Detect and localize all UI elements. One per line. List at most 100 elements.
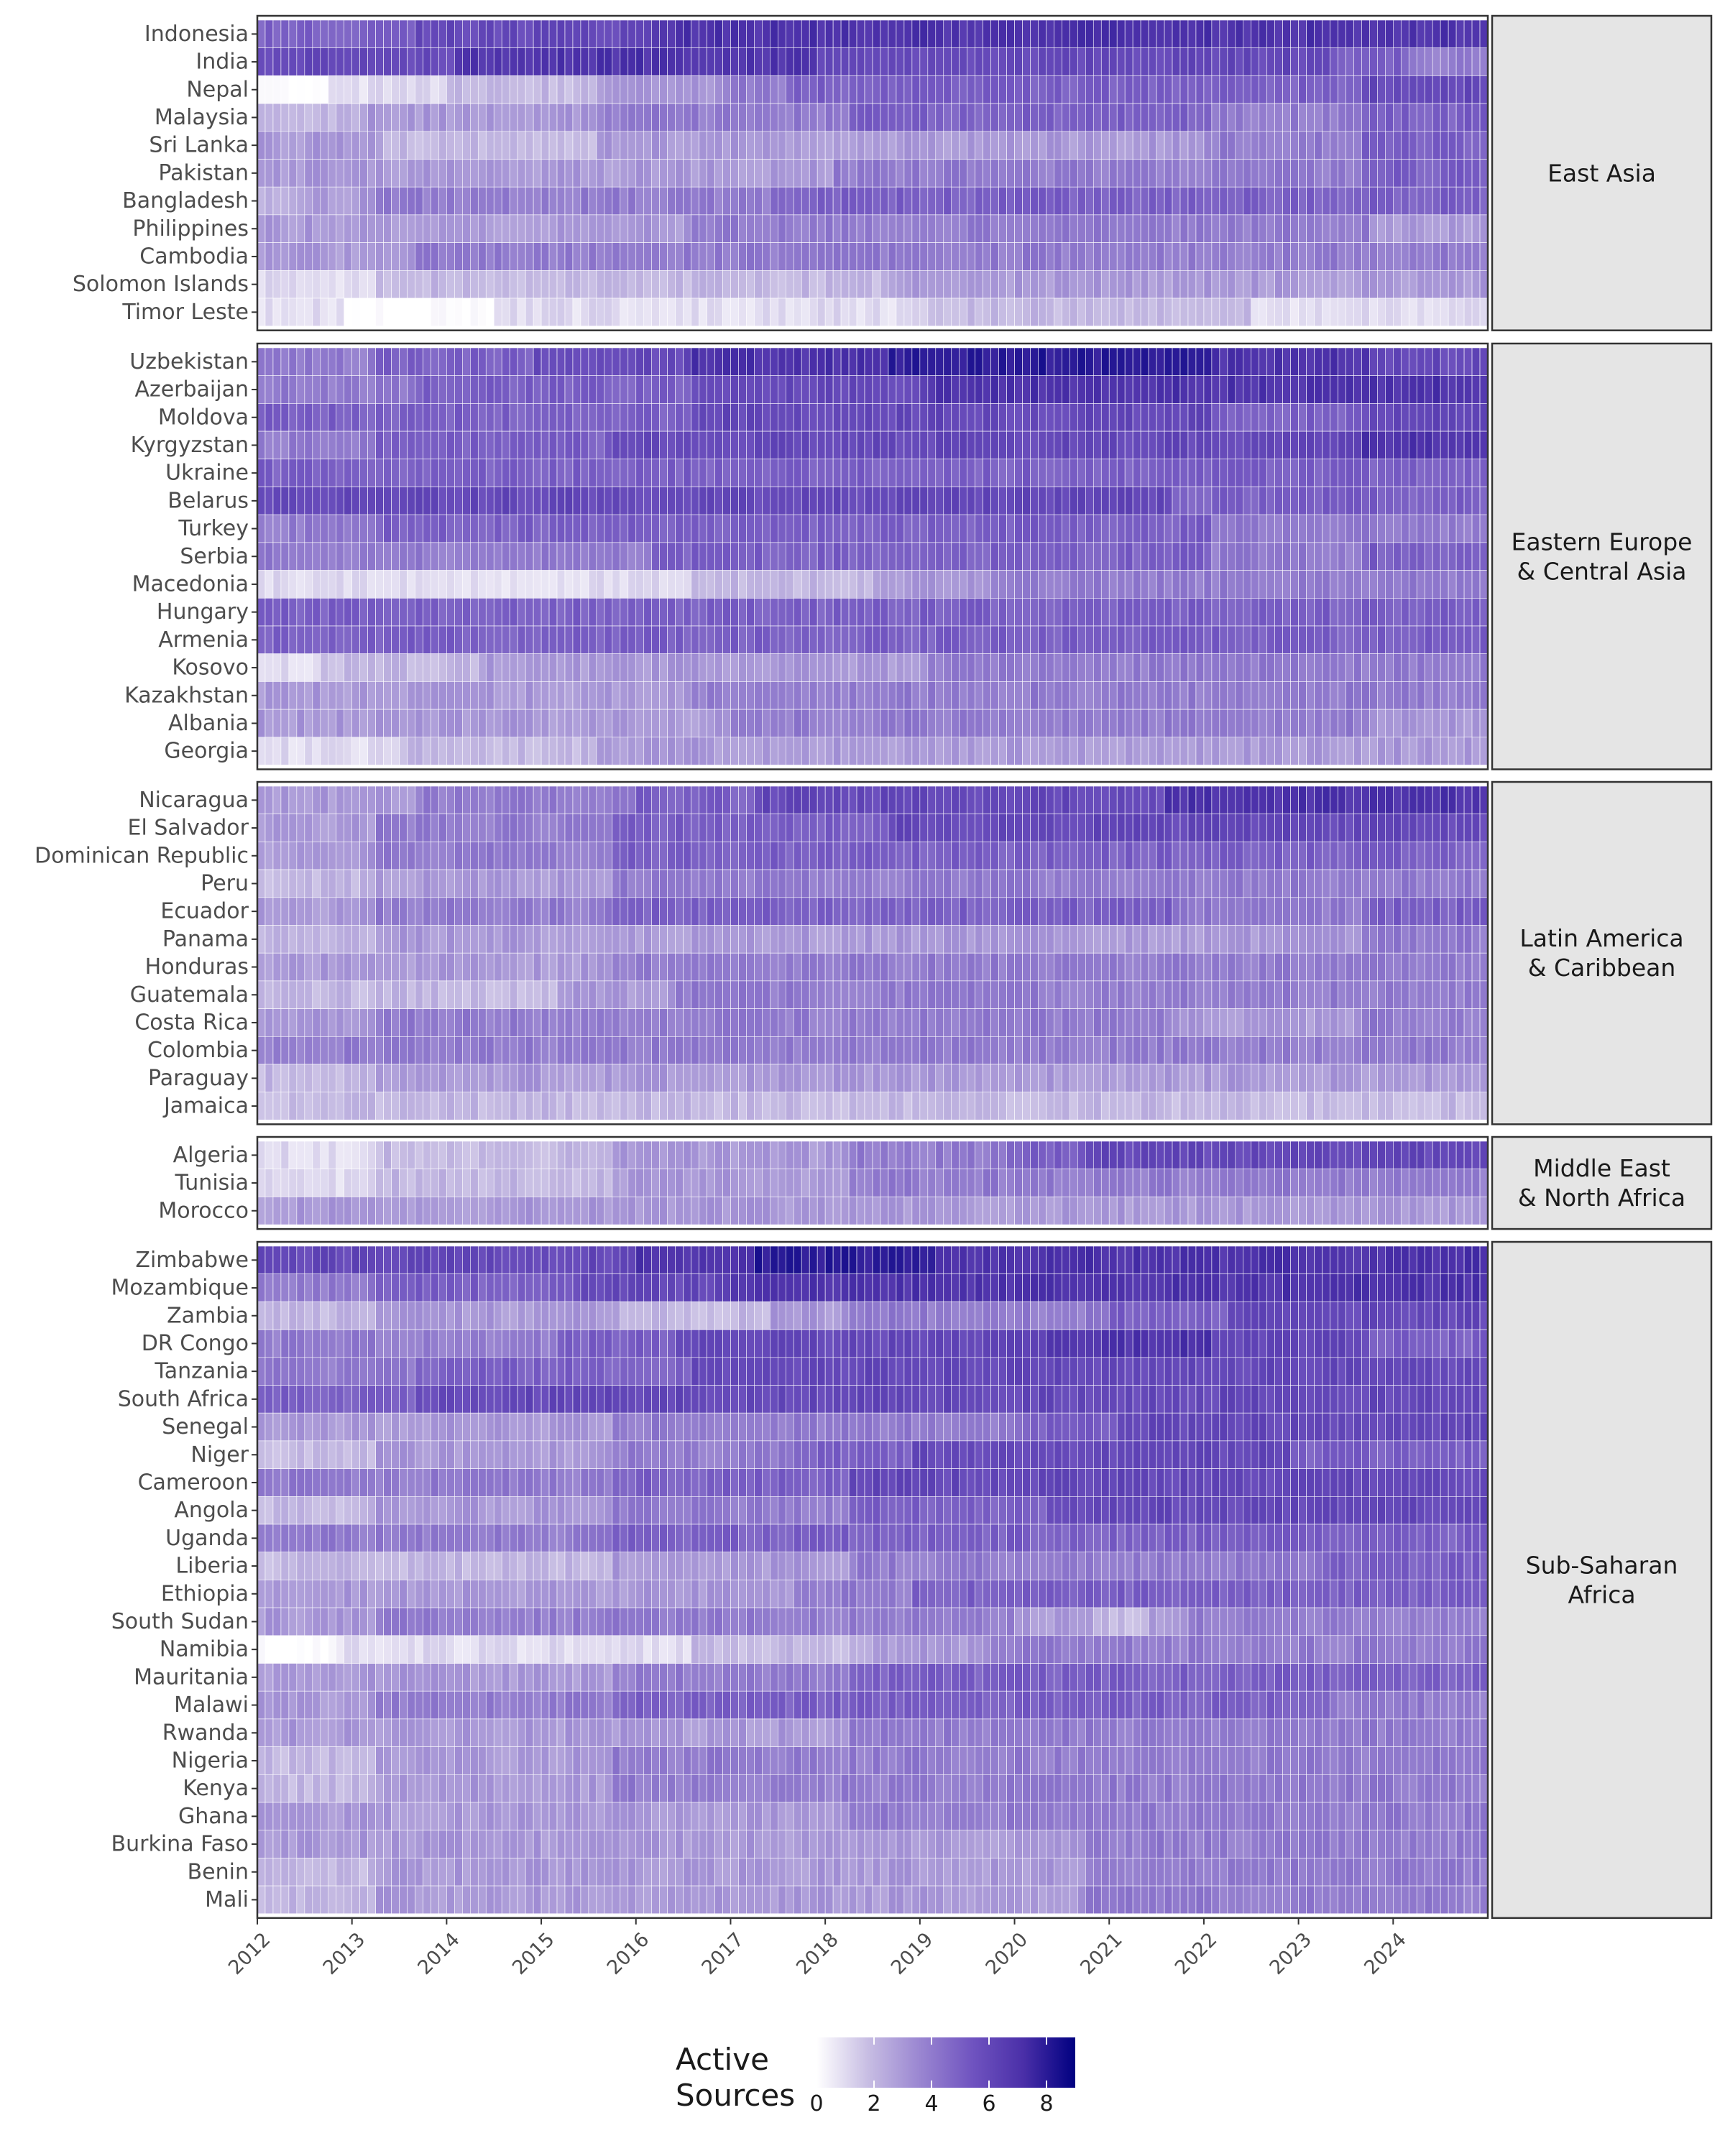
heatmap-cell <box>1156 869 1165 898</box>
heatmap-cell <box>1092 459 1102 487</box>
heatmap-cell <box>1353 709 1362 738</box>
heatmap-cell <box>280 786 290 815</box>
heatmap-cell <box>415 897 423 926</box>
heatmap-cell <box>1338 681 1346 710</box>
heatmap-cell <box>1400 347 1409 377</box>
heatmap-cell <box>415 75 423 104</box>
heatmap-cell <box>627 375 637 404</box>
heatmap-cell <box>1164 75 1173 104</box>
heatmap-cell <box>793 430 802 460</box>
heatmap-cell <box>485 681 494 710</box>
heatmap-cell <box>1227 542 1236 571</box>
heatmap-cell <box>1227 159 1236 188</box>
heatmap-cell <box>1038 214 1046 243</box>
heatmap-cell <box>730 514 739 543</box>
heatmap-cell <box>1455 514 1465 543</box>
heatmap-cell <box>643 925 653 954</box>
heatmap-cell <box>778 430 786 460</box>
heatmap-cell <box>604 131 613 160</box>
heatmap-cell <box>864 214 873 243</box>
heatmap-cell <box>1393 131 1402 160</box>
heatmap-cell <box>738 814 747 842</box>
heatmap-cell <box>517 570 526 599</box>
heatmap-cell <box>998 514 1007 543</box>
heatmap-cell <box>801 653 810 682</box>
heatmap-cell <box>1179 514 1189 543</box>
heatmap-cell <box>572 103 581 132</box>
heatmap-cell <box>1346 298 1354 327</box>
heatmap-cell <box>620 653 629 682</box>
heatmap-cell <box>1124 709 1133 738</box>
heatmap-cell <box>856 298 865 327</box>
heatmap-cell <box>312 403 321 432</box>
heatmap-cell <box>367 403 376 432</box>
heatmap-cell <box>1400 131 1409 160</box>
heatmap-cell <box>1148 186 1157 216</box>
heatmap-cell <box>935 214 944 243</box>
heatmap-cell <box>1179 347 1189 377</box>
heatmap-cell <box>604 75 613 104</box>
heatmap-cell <box>1054 298 1062 327</box>
heatmap-cell <box>328 814 337 842</box>
heatmap-cell <box>407 242 415 271</box>
heatmap-cell <box>1298 47 1307 76</box>
heatmap-cell <box>998 625 1007 655</box>
heatmap-cell <box>1085 103 1094 132</box>
heatmap-cell <box>896 430 905 460</box>
heatmap-cell <box>707 709 715 738</box>
heatmap-cell <box>683 925 691 954</box>
heatmap-cell <box>1290 159 1299 188</box>
heatmap-cell <box>1251 403 1260 432</box>
heatmap-cell <box>1211 19 1220 49</box>
heatmap-cell <box>1306 514 1315 543</box>
heatmap-cell <box>1235 159 1244 188</box>
heatmap-cell <box>1179 103 1189 132</box>
heatmap-cell <box>1211 47 1220 76</box>
heatmap-cell <box>1448 375 1457 404</box>
heatmap-cell <box>1100 869 1110 898</box>
heatmap-cell <box>714 347 723 377</box>
heatmap-cell <box>1187 542 1197 571</box>
heatmap-cell <box>635 514 645 543</box>
heatmap-cell <box>375 681 384 710</box>
heatmap-cell <box>1330 75 1338 104</box>
heatmap-cell <box>596 47 605 76</box>
heatmap-cell <box>730 103 739 132</box>
heatmap-cell <box>1306 242 1315 271</box>
heatmap-cell <box>485 709 494 738</box>
heatmap-cell <box>675 514 684 543</box>
heatmap-cell <box>998 869 1007 898</box>
heatmap-cell <box>548 709 558 738</box>
heatmap-cell <box>548 347 558 377</box>
heatmap-cell <box>1424 430 1433 460</box>
heatmap-cell <box>1266 47 1275 76</box>
heatmap-cell <box>864 737 873 765</box>
heatmap-cell <box>714 681 723 710</box>
heatmap-cell <box>596 403 605 432</box>
heatmap-cell <box>1187 869 1197 898</box>
heatmap-cell <box>738 214 747 243</box>
heatmap-cell <box>328 298 337 327</box>
heatmap-cell <box>604 103 613 132</box>
heatmap-cell <box>1227 186 1236 216</box>
heatmap-cell <box>399 514 408 543</box>
heatmap-cell <box>627 542 637 571</box>
heatmap-cell <box>1014 298 1023 327</box>
heatmap-cell <box>454 709 463 738</box>
heatmap-cell <box>1306 709 1315 738</box>
heatmap-cell <box>872 430 881 460</box>
heatmap-cell <box>620 459 629 487</box>
heatmap-cell <box>738 570 747 599</box>
heatmap-cell <box>320 786 329 815</box>
heatmap-cell <box>1432 47 1441 76</box>
heatmap-cell <box>320 186 329 216</box>
heatmap-cell <box>446 131 455 160</box>
heatmap-cell <box>785 542 794 571</box>
heatmap-cell <box>770 375 778 404</box>
heatmap-cell <box>540 925 550 954</box>
heatmap-cell <box>1070 242 1078 271</box>
heatmap-cell <box>604 737 613 765</box>
heatmap-cell <box>620 925 629 954</box>
heatmap-cell <box>1440 487 1449 515</box>
heatmap-cell <box>359 487 368 515</box>
